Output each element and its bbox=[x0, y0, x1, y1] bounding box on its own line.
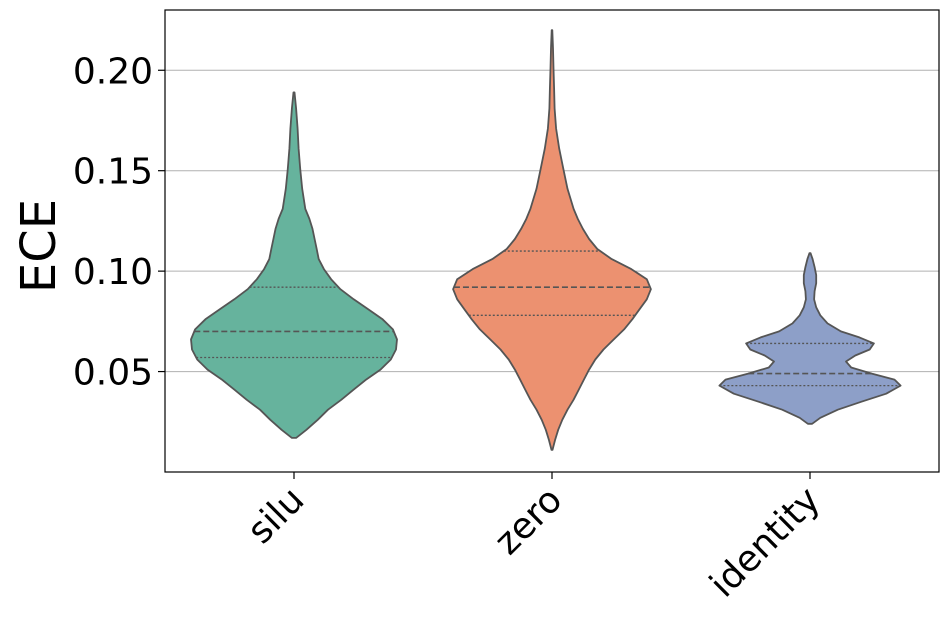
y-axis-title: ECE bbox=[11, 199, 67, 293]
violin-silu bbox=[190, 91, 398, 439]
y-tick-label: 0.20 bbox=[73, 51, 153, 92]
violin-zero bbox=[452, 29, 652, 451]
y-tick-label: 0.15 bbox=[73, 152, 153, 193]
x-tick-label: zero bbox=[487, 479, 571, 563]
x-tick-label: identity bbox=[702, 479, 828, 605]
x-tick-label: silu bbox=[240, 479, 313, 552]
y-tick-label: 0.05 bbox=[73, 353, 153, 394]
violins bbox=[190, 29, 902, 451]
violin-identity bbox=[718, 252, 902, 425]
y-axis-ticks: 0.05 0.10 0.15 0.20 bbox=[73, 51, 165, 394]
x-axis-ticks: silu zero identity bbox=[240, 472, 828, 605]
y-tick-label: 0.10 bbox=[73, 252, 153, 293]
